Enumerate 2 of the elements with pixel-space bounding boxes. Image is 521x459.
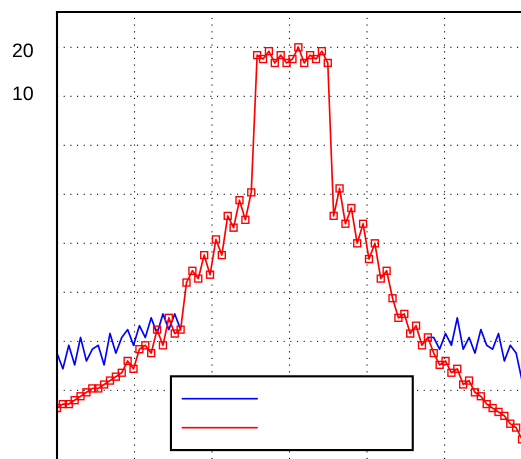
text: 20 xyxy=(12,43,33,58)
text: 10 xyxy=(13,86,33,100)
